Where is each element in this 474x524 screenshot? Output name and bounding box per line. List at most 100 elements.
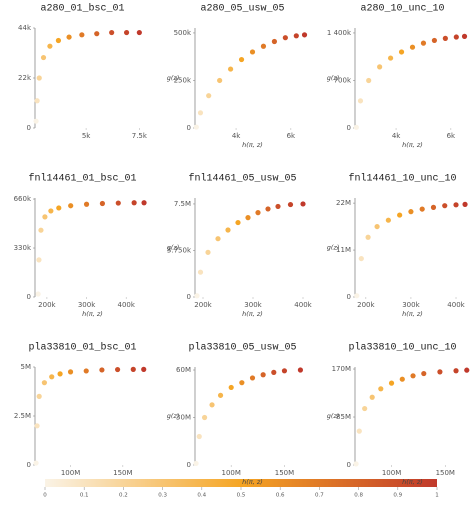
y-tick-label: 22k [18,74,32,82]
x-tick-label: 300k [402,301,420,309]
x-tick-label: 100M [382,469,401,477]
x-tick-label: 150M [436,469,455,477]
x-tick-label: 4k [392,132,401,140]
colorbar [45,479,437,487]
colorbar-tick-label: 0.2 [119,493,128,499]
point [83,201,90,207]
point [453,34,459,40]
point [136,29,142,36]
point [48,208,54,214]
chart-title: fnl14461_10_unc_10 [348,173,456,185]
point [235,219,241,226]
y-axis-label: g(z) [327,412,340,420]
point [193,460,199,467]
chart-title: pla33810_10_unc_10 [348,342,456,354]
chart-title: pla33810_05_usw_05 [188,342,296,354]
colorbar-tick-label: 0.9 [393,493,402,499]
point [36,75,42,81]
point [287,201,294,208]
x-tick-label: 400k [447,301,465,309]
point [109,29,115,36]
point [217,77,223,84]
y-axis-label: g(z) [167,412,180,420]
y-tick-label: 0 [187,293,191,301]
point [34,423,40,429]
x-tick-label: 200k [194,301,212,309]
y-tick-label: 0 [187,461,191,469]
x-tick-label: 6k [287,132,296,140]
x-axis-label: h(π, z) [402,478,423,486]
point [398,49,405,55]
colorbar-tick-label: 0.8 [354,493,363,499]
y-tick-label: 44k [18,24,32,32]
point [297,367,304,373]
chart-title: fnl14461_01_bsc_01 [28,173,136,185]
point [366,77,372,84]
point [461,33,468,39]
point [431,37,438,44]
point [419,206,425,212]
x-tick-label: 300k [244,301,262,309]
y-tick-label: 2.5M [14,412,31,420]
point [282,35,288,41]
point [36,393,42,399]
point [365,234,371,240]
point [442,35,448,41]
point [374,223,380,230]
point [94,31,100,37]
point [453,368,459,374]
colorbar-tick-label: 0.6 [276,493,285,499]
point [387,55,394,61]
chart-title: a280_05_usw_05 [200,4,284,15]
x-tick-label: 200k [357,301,375,309]
point [35,291,41,297]
y-tick-label: 0 [187,124,191,132]
point [36,257,42,263]
y-tick-label: 0 [27,293,31,301]
point [265,206,271,212]
point [356,428,362,434]
point [41,380,48,386]
y-tick-label: 330k [14,244,32,252]
point [255,210,261,216]
point [141,200,147,206]
x-axis-label: h(π, z) [242,478,263,486]
y-tick-label: 0 [347,461,351,469]
y-tick-label: 660k [14,195,32,203]
y-tick-label: 11M [336,246,351,254]
point [49,374,55,380]
x-tick-label: 4k [232,132,241,140]
point [33,460,39,466]
point [358,255,364,262]
x-tick-label: 200k [38,301,56,309]
point [397,212,403,218]
colorbar-tick-label: 0.5 [237,493,246,499]
x-axis-label: h(π, z) [82,310,103,318]
point [260,372,266,378]
point [217,392,224,398]
point [430,204,437,210]
point [55,37,62,44]
point [123,29,130,36]
point [99,200,106,207]
y-tick-label: 30M [176,414,191,422]
point [79,32,85,38]
y-axis-label: g(z) [327,244,340,252]
point [215,236,221,242]
point [300,201,306,207]
y-tick-label: 1 400k [327,29,352,37]
point [260,43,267,49]
colorbar-tick-label: 0.3 [158,493,167,499]
y-tick-label: 250k [174,76,192,84]
point [34,98,40,104]
y-tick-label: 0 [27,461,31,469]
point [206,93,212,99]
x-axis-label: h(π, z) [402,141,423,149]
point [410,373,416,379]
y-tick-label: 7.5M [174,200,191,208]
x-tick-label: 400k [117,301,135,309]
x-axis-label: h(π, z) [242,310,263,318]
x-axis-label: h(π, z) [242,141,263,149]
y-axis-label: g(z) [167,74,180,82]
